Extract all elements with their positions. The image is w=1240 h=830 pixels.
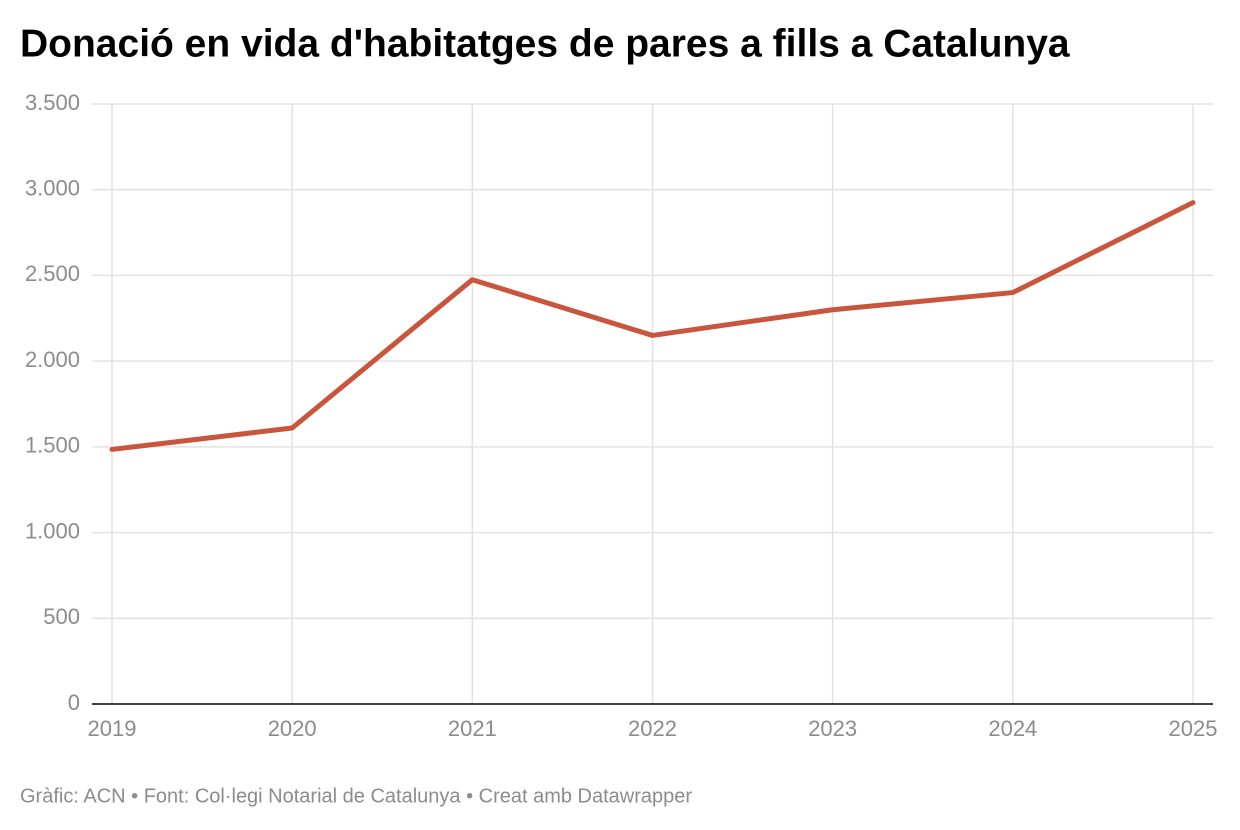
y-tick-label: 0 xyxy=(68,690,80,715)
x-tick-label: 2020 xyxy=(268,716,317,741)
y-tick-label: 3.500 xyxy=(25,90,80,115)
x-tick-label: 2024 xyxy=(988,716,1037,741)
chart-title: Donació en vida d'habitatges de pares a … xyxy=(20,22,1070,65)
x-tick-label: 2022 xyxy=(628,716,677,741)
y-tick-label: 1.000 xyxy=(25,518,80,543)
x-tick-label: 2021 xyxy=(448,716,497,741)
x-tick-label: 2025 xyxy=(1169,716,1218,741)
source-note: Gràfic: ACN • Font: Col·legi Notarial de… xyxy=(20,785,692,807)
y-tick-label: 3.000 xyxy=(25,176,80,201)
x-tick-label: 2019 xyxy=(88,716,137,741)
y-tick-label: 1.500 xyxy=(25,433,80,458)
data-line xyxy=(109,200,1196,452)
y-tick-label: 2.500 xyxy=(25,261,80,286)
y-tick-label: 500 xyxy=(43,604,80,629)
y-tick-label: 2.000 xyxy=(25,347,80,372)
x-tick-label: 2023 xyxy=(808,716,857,741)
